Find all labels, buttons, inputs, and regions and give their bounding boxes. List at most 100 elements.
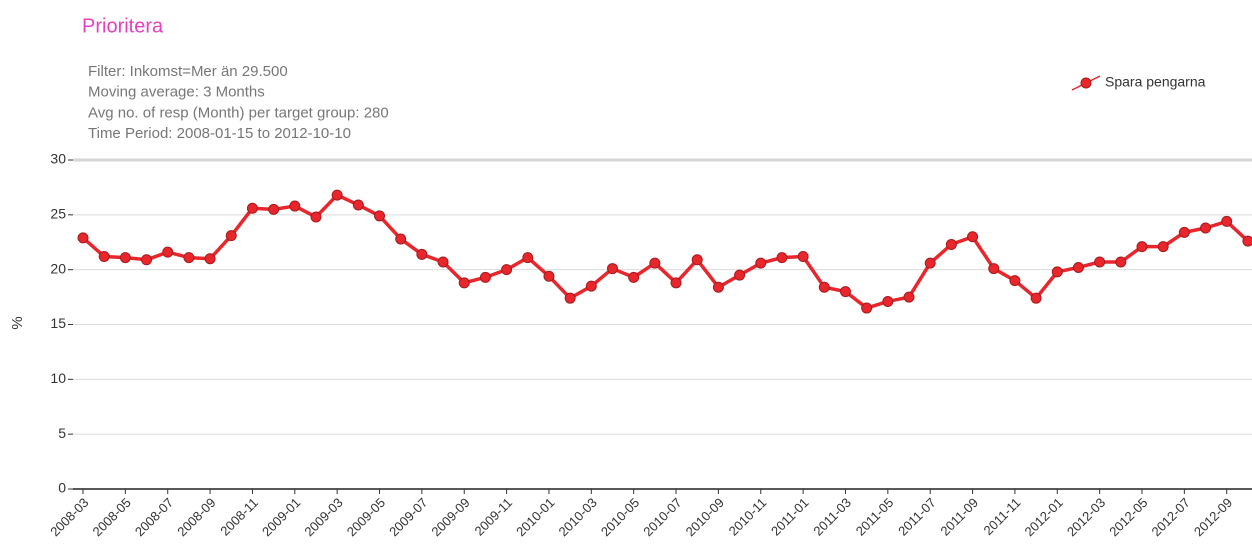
y-tick-label: 5 (58, 425, 66, 441)
data-point (162, 246, 174, 258)
subtitle-line: Time Period: 2008-01-15 to 2012-10-10 (88, 125, 351, 142)
legend-marker (1080, 77, 1092, 89)
x-tick-label: 2010-05 (598, 495, 642, 539)
data-point (839, 286, 851, 298)
y-tick-label: 30 (50, 151, 66, 167)
x-tick-label: 2011-03 (810, 495, 854, 539)
data-point (712, 281, 724, 293)
data-point (268, 203, 280, 215)
data-point (1221, 215, 1233, 227)
data-point (246, 202, 258, 214)
data-point (1178, 226, 1190, 238)
data-point (395, 233, 407, 245)
data-point (458, 277, 470, 289)
data-point (1030, 292, 1042, 304)
data-point (1115, 256, 1127, 268)
data-point (141, 254, 153, 266)
x-tick-label: 2011-01 (768, 495, 812, 539)
x-tick-label: 2012-09 (1191, 495, 1235, 539)
data-point (1072, 261, 1084, 273)
y-tick-label: 25 (50, 206, 66, 222)
x-tick-label: 2008-05 (90, 495, 134, 539)
x-tick-label: 2010-09 (683, 495, 727, 539)
legend-label: Spara pengarna (1105, 74, 1206, 90)
x-tick-label: 2012-01 (1021, 495, 1065, 539)
data-point (924, 257, 936, 269)
subtitle-line: Avg no. of resp (Month) per target group… (88, 104, 389, 121)
data-point (734, 269, 746, 281)
data-point (861, 302, 873, 314)
data-point (691, 254, 703, 266)
data-point (1136, 241, 1148, 253)
data-point (352, 199, 364, 211)
data-point (479, 271, 491, 283)
data-point (776, 252, 788, 264)
data-point (543, 270, 555, 282)
y-axis-label: % (9, 316, 26, 329)
x-tick-label: 2009-09 (428, 495, 472, 539)
data-point (1051, 266, 1063, 278)
data-point (204, 253, 216, 265)
data-point (988, 263, 1000, 275)
data-point (797, 251, 809, 263)
data-point (607, 263, 618, 275)
data-point (225, 230, 237, 242)
data-point (628, 271, 640, 283)
x-tick-label: 2011-07 (895, 495, 939, 539)
data-point (755, 257, 767, 269)
x-tick-label: 2009-03 (301, 495, 345, 539)
data-point (374, 210, 386, 222)
x-tick-label: 2012-03 (1064, 495, 1108, 539)
data-point (649, 257, 661, 269)
data-point (1242, 235, 1252, 247)
data-point (183, 252, 195, 264)
data-point (119, 252, 131, 264)
y-tick-label: 15 (50, 315, 66, 331)
x-tick-label: 2010-03 (556, 495, 600, 539)
data-point (98, 251, 110, 263)
data-point (903, 291, 915, 303)
y-tick-label: 0 (58, 480, 66, 496)
x-tick-label: 2009-01 (259, 495, 303, 539)
data-point (77, 232, 89, 244)
data-point (1094, 256, 1106, 268)
data-point (1157, 241, 1169, 253)
x-tick-label: 2011-11 (980, 495, 1023, 538)
data-point (564, 292, 576, 304)
x-tick-label: 2011-09 (937, 495, 981, 539)
data-point (331, 189, 343, 201)
x-tick-label: 2009-11 (471, 495, 515, 539)
x-tick-label: 2010-11 (726, 495, 770, 539)
x-tick-label: 2009-05 (344, 495, 388, 539)
subtitle-line: Moving average: 3 Months (88, 84, 265, 101)
data-point (310, 211, 322, 223)
y-tick-label: 20 (50, 260, 66, 276)
data-point (585, 280, 597, 292)
data-point (670, 277, 682, 289)
data-point (522, 252, 534, 264)
x-tick-label: 2010-01 (513, 495, 557, 539)
chart-title: Prioritera (82, 15, 164, 37)
x-tick-label: 2008-07 (132, 495, 176, 539)
x-tick-label: 2008-11 (217, 495, 261, 539)
x-tick-label: 2011-05 (853, 495, 897, 539)
y-tick-label: 10 (50, 370, 66, 386)
data-point (416, 248, 428, 260)
data-point (818, 281, 830, 293)
x-tick-label: 2009-07 (386, 495, 430, 539)
x-tick-label: 2012-07 (1149, 495, 1193, 539)
data-point (1009, 275, 1021, 287)
data-point (882, 295, 894, 307)
data-point (967, 231, 979, 243)
data-point (501, 264, 513, 276)
series-line (81, 193, 1250, 310)
data-point (437, 256, 449, 268)
data-point (945, 238, 957, 250)
x-tick-label: 2012-05 (1106, 495, 1150, 539)
x-tick-label: 2010-07 (640, 495, 684, 539)
subtitle-line: Filter: Inkomst=Mer än 29.500 (88, 63, 288, 80)
x-tick-label: 2008-03 (47, 495, 91, 539)
data-point (289, 200, 301, 212)
data-point (1200, 222, 1212, 234)
